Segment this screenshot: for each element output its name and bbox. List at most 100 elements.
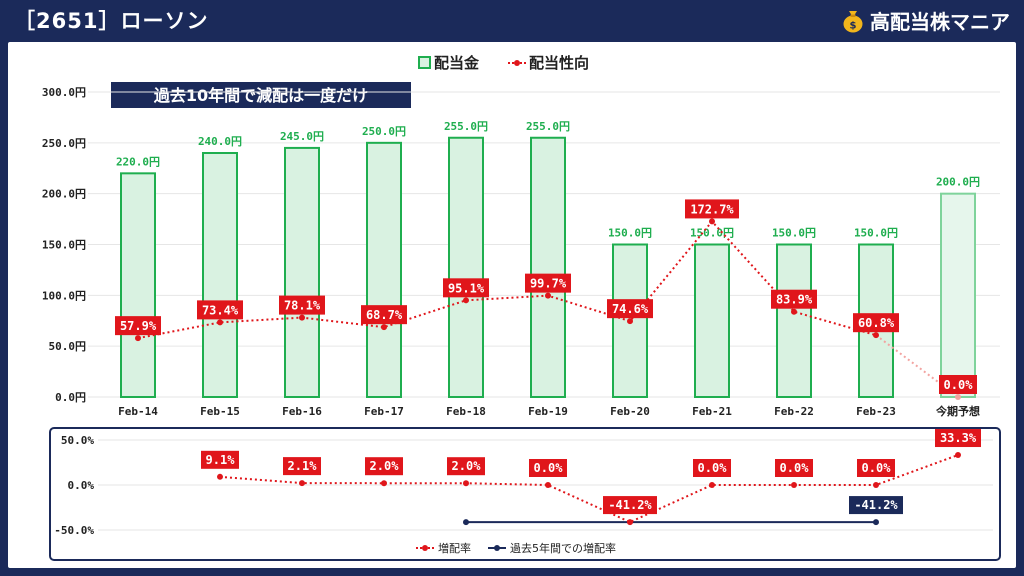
dividend-bar xyxy=(366,141,402,399)
growth-label-bg xyxy=(935,429,981,448)
payout-point xyxy=(709,218,715,225)
growth-label: 0.0% xyxy=(534,461,564,475)
growth-label: 2.1% xyxy=(288,459,318,473)
payout-label: 57.9% xyxy=(120,319,157,333)
x-tick-label: Feb-20 xyxy=(610,405,650,418)
payout-label: 95.1% xyxy=(448,281,485,295)
page-title: ［2651］ローソン xyxy=(14,9,209,33)
payout-point xyxy=(545,292,551,299)
dividend-bar xyxy=(448,136,484,398)
y-tick-label: 250.0円 xyxy=(42,137,86,150)
payout-label: 99.7% xyxy=(530,277,567,291)
payout-label-bg xyxy=(279,295,325,315)
legend-payout-label: 配当性向 xyxy=(529,54,589,72)
payout-label: 172.7% xyxy=(690,202,734,216)
payout-point xyxy=(873,332,879,339)
growth-point xyxy=(873,482,879,488)
x-tick-label: Feb-23 xyxy=(856,405,896,418)
growth-label: -41.2% xyxy=(608,498,652,512)
y-tick-label: 100.0円 xyxy=(42,289,86,302)
five-year-label-bg xyxy=(849,496,903,515)
x-tick-label: Feb-19 xyxy=(528,405,568,418)
dividend-bar-label: 200.0円 xyxy=(936,176,980,189)
dividend-bar-label: 150.0円 xyxy=(772,227,816,240)
five-year-label: -41.2% xyxy=(854,498,898,512)
growth-label-bg xyxy=(365,457,403,476)
payout-label-bg xyxy=(685,199,739,219)
legend-dividend-swatch xyxy=(418,56,431,69)
dividend-bar-label: 220.0円 xyxy=(116,155,160,168)
annotation-box: 過去10年間で減配は一度だけ xyxy=(111,82,411,108)
x-tick-label: 今期予想 xyxy=(935,404,980,418)
dividend-bars xyxy=(120,136,976,399)
dividend-bar-label: 150.0円 xyxy=(608,227,652,240)
growth-y-axis: 50.0% 0.0% -50.0% xyxy=(54,434,94,537)
growth-point xyxy=(299,480,305,487)
x-tick-label: Feb-17 xyxy=(364,405,404,418)
y-tick-label: 50.0円 xyxy=(49,340,87,353)
payout-point xyxy=(217,319,223,326)
x-tick-label: Feb-15 xyxy=(200,405,240,418)
brand-logo: $ 高配当株マニア xyxy=(842,6,1010,35)
payout-label: 68.7% xyxy=(366,308,403,322)
x-tick-label: Feb-16 xyxy=(282,405,322,418)
growth-point xyxy=(545,482,551,488)
growth-label-bg xyxy=(283,457,321,476)
dividend-bar xyxy=(120,172,156,398)
dividend-chart: 配当金 配当性向 過去10年間で減配は一度だけ 300.0円 250.0円 200.… xyxy=(42,54,1001,561)
growth-point xyxy=(709,482,715,488)
brand-name: 高配当株マニア xyxy=(870,10,1010,34)
growth-label: 2.0% xyxy=(452,459,482,473)
y-tick-label: 300.0円 xyxy=(42,86,86,99)
x-tick-label: Feb-21 xyxy=(692,405,732,418)
dividend-bar-label: 150.0円 xyxy=(690,227,734,240)
dividend-bar xyxy=(776,243,812,398)
payout-label-bg xyxy=(939,375,977,394)
growth-label: 2.0% xyxy=(370,459,400,473)
x-tick-label: Feb-18 xyxy=(446,405,486,418)
payout-label: 73.4% xyxy=(202,303,239,317)
dividend-bar xyxy=(530,136,566,398)
five-year-point xyxy=(463,519,469,526)
y-tick-label: 200.0円 xyxy=(42,188,86,201)
dividend-bar xyxy=(940,192,976,398)
dividend-bar-label: 245.0円 xyxy=(280,130,324,143)
dividend-bar xyxy=(694,243,730,398)
payout-point xyxy=(955,394,961,400)
dividend-bar xyxy=(284,146,320,398)
payout-label-bg xyxy=(771,289,817,309)
growth-label-bg xyxy=(857,459,895,477)
growth-point xyxy=(463,480,469,487)
growth-label-bg xyxy=(693,459,731,477)
payout-point xyxy=(627,318,633,325)
payout-label: 74.6% xyxy=(612,302,649,316)
payout-point xyxy=(463,297,469,304)
payout-label-bg xyxy=(525,273,571,293)
growth-point xyxy=(381,480,387,487)
dividend-bar xyxy=(202,152,238,398)
payout-point xyxy=(791,308,797,315)
top-legend: 配当金 配当性向 xyxy=(418,54,589,72)
header-bar: ［2651］ローソン $ 高配当株マニア xyxy=(0,0,1024,40)
growth-label-bg xyxy=(447,457,485,476)
growth-panel-frame xyxy=(49,427,1001,561)
growth-label: 0.0% xyxy=(698,461,728,475)
main-y-axis: 300.0円 250.0円 200.0円 150.0円 100.0円 50.0円 0.0円 xyxy=(42,86,86,404)
svg-text:$: $ xyxy=(850,20,857,31)
five-year-growth-line: -41.2% xyxy=(463,496,903,526)
payout-point xyxy=(299,314,305,321)
growth-label: 33.3% xyxy=(940,431,977,445)
y-tick-label: -50.0% xyxy=(54,524,94,537)
annotation-text: 過去10年間で減配は一度だけ xyxy=(153,86,368,105)
payout-label-bg xyxy=(853,313,899,333)
x-tick-label: Feb-22 xyxy=(774,405,814,418)
y-tick-label: 0.0% xyxy=(68,479,95,492)
bottom-legend: 増配率 過去5年間での増配率 xyxy=(416,541,616,555)
growth-rate-line: 9.1% 2.1% 2.0% 2.0% 0.0% -41.2% 0.0% 0.0% 0.0% 33… xyxy=(201,429,981,526)
payout-label: 0.0% xyxy=(944,378,974,392)
growth-label: 0.0% xyxy=(862,461,892,475)
dividend-bar-labels: 220.0円 240.0円 245.0円 250.0円 255.0円 255.0円 150.… xyxy=(116,120,980,240)
growth-label: 9.1% xyxy=(206,453,236,467)
payout-label-bg xyxy=(197,300,243,320)
chart-panel: 配当金 配当性向 過去10年間で減配は一度だけ 300.0円 250.0円 200.… xyxy=(8,42,1016,568)
